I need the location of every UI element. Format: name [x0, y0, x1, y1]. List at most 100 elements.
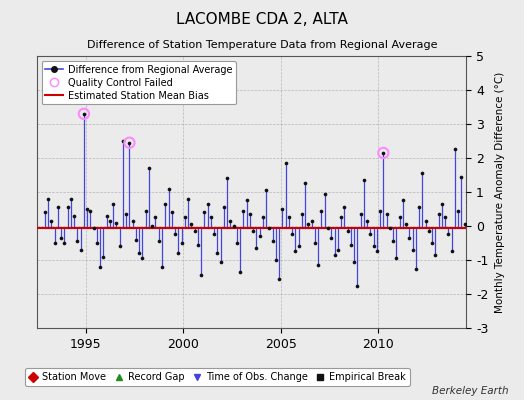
- Point: [327, 235, 335, 241]
- Point: [128, 218, 137, 224]
- Point: [343, 228, 352, 234]
- Point: [376, 208, 384, 214]
- Point: [193, 242, 202, 248]
- Point: [467, 185, 475, 192]
- Point: [161, 201, 169, 207]
- Point: [379, 150, 388, 156]
- Point: [135, 250, 144, 256]
- Point: [268, 238, 277, 244]
- Point: [265, 224, 274, 231]
- Point: [67, 196, 75, 202]
- Point: [431, 252, 440, 258]
- Point: [206, 214, 215, 221]
- Point: [308, 218, 316, 224]
- Point: [281, 160, 290, 166]
- Point: [434, 211, 443, 217]
- Point: [373, 248, 381, 255]
- Point: [366, 231, 375, 238]
- Point: [83, 206, 91, 212]
- Point: [278, 206, 287, 212]
- Point: [369, 243, 378, 250]
- Point: [330, 252, 339, 258]
- Point: [41, 209, 49, 216]
- Point: [298, 211, 306, 217]
- Point: [230, 223, 238, 229]
- Point: [444, 231, 453, 238]
- Point: [249, 228, 257, 234]
- Point: [471, 172, 479, 178]
- Point: [115, 243, 124, 250]
- Point: [256, 233, 264, 239]
- Point: [285, 214, 293, 221]
- Point: [223, 175, 231, 182]
- Point: [86, 208, 94, 214]
- Point: [239, 208, 247, 214]
- Point: [311, 240, 319, 246]
- Point: [109, 201, 117, 207]
- Point: [294, 243, 303, 250]
- Point: [291, 248, 300, 255]
- Point: [233, 240, 241, 246]
- Point: [275, 276, 283, 282]
- Point: [119, 138, 127, 144]
- Point: [60, 240, 69, 246]
- Point: [396, 214, 404, 221]
- Point: [246, 211, 254, 217]
- Point: [57, 235, 66, 241]
- Point: [399, 197, 407, 204]
- Point: [155, 238, 163, 244]
- Point: [236, 269, 244, 275]
- Point: [340, 204, 348, 210]
- Point: [132, 236, 140, 243]
- Point: [356, 211, 365, 217]
- Point: [77, 246, 85, 253]
- Point: [220, 204, 228, 210]
- Text: Difference of Station Temperature Data from Regional Average: Difference of Station Temperature Data f…: [87, 40, 437, 50]
- Point: [184, 196, 192, 202]
- Legend: Station Move, Record Gap, Time of Obs. Change, Empirical Break: Station Move, Record Gap, Time of Obs. C…: [25, 368, 410, 386]
- Point: [125, 140, 134, 146]
- Point: [301, 180, 309, 187]
- Point: [392, 255, 400, 262]
- Point: [80, 110, 88, 117]
- Point: [50, 240, 59, 246]
- Point: [318, 208, 326, 214]
- Point: [203, 201, 212, 207]
- Point: [314, 262, 322, 268]
- Point: [151, 214, 160, 221]
- Point: [334, 246, 342, 253]
- Point: [70, 212, 78, 219]
- Point: [252, 245, 260, 251]
- Text: LACOMBE CDA 2, ALTA: LACOMBE CDA 2, ALTA: [176, 12, 348, 27]
- Text: Berkeley Earth: Berkeley Earth: [432, 386, 508, 396]
- Point: [324, 224, 332, 231]
- Point: [346, 242, 355, 248]
- Point: [259, 214, 267, 221]
- Point: [165, 185, 173, 192]
- Point: [457, 174, 466, 180]
- Point: [177, 240, 185, 246]
- Point: [461, 221, 469, 228]
- Point: [99, 254, 107, 260]
- Point: [141, 208, 150, 214]
- Point: [337, 214, 345, 221]
- Point: [402, 221, 410, 228]
- Point: [112, 219, 121, 226]
- Point: [96, 264, 104, 270]
- Point: [47, 218, 56, 224]
- Point: [181, 214, 189, 221]
- Point: [389, 238, 397, 244]
- Point: [304, 221, 313, 228]
- Point: [106, 218, 114, 224]
- Point: [412, 265, 420, 272]
- Point: [405, 235, 413, 241]
- Point: [353, 282, 362, 289]
- Point: [213, 250, 222, 256]
- Point: [148, 223, 157, 229]
- Point: [447, 248, 456, 255]
- Point: [428, 240, 436, 246]
- Point: [363, 218, 372, 224]
- Point: [138, 255, 147, 262]
- Point: [438, 201, 446, 207]
- Point: [441, 214, 450, 221]
